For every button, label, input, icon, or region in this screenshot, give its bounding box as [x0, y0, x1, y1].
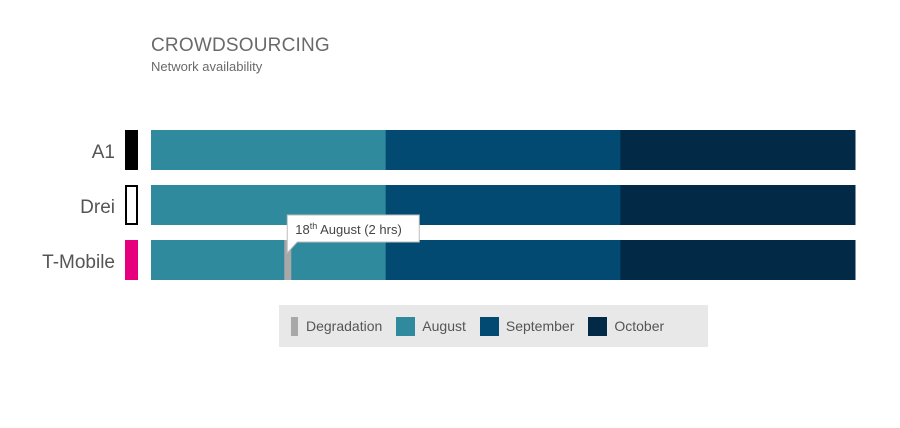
legend-item-august: August: [396, 316, 466, 336]
degradation-callout: [286, 214, 420, 255]
legend-label-october: October: [614, 318, 665, 334]
legend-swatch-degradation: [291, 316, 298, 336]
legend-item-october: October: [588, 316, 665, 336]
legend-swatch-august: [396, 316, 416, 336]
degradation-mark: [284, 240, 292, 280]
legend-swatch-september: [479, 316, 499, 336]
legend-item-september: September: [479, 316, 575, 336]
bar-t-mobile-september: [385, 240, 621, 280]
bar-drei-october: [620, 185, 856, 225]
category-label-t-mobile: T-Mobile: [42, 252, 115, 273]
category-label-drei: Drei: [80, 197, 115, 218]
chart-legend: Degradation August September October: [279, 305, 708, 347]
operator-marker-drei: [125, 185, 138, 225]
bar-t-mobile-august: [151, 240, 387, 280]
bar-a1-october: [620, 130, 856, 170]
legend-label-august: August: [422, 318, 466, 334]
legend-label-september: September: [505, 318, 575, 334]
callout-ordinal-suffix: th: [310, 221, 318, 231]
stacked-bar-chart: A1 Drei T-Mobile 18th August (2 hrs): [42, 130, 856, 280]
bar-drei-september: [385, 185, 621, 225]
degradation-callout-label: 18th August (2 hrs): [295, 221, 402, 237]
legend-item-degradation: Degradation: [291, 316, 383, 336]
legend-swatch-october: [588, 316, 608, 336]
operator-marker-a1: [125, 130, 138, 170]
chart-title: CROWDSOURCING: [151, 35, 330, 56]
operator-marker-t-mobile: [125, 240, 138, 280]
callout-day: 18: [295, 222, 309, 237]
bar-a1-september: [385, 130, 621, 170]
legend-label-degradation: Degradation: [306, 318, 383, 334]
chart-subtitle: Network availability: [151, 59, 263, 74]
bar-t-mobile-october: [620, 240, 856, 280]
category-label-a1: A1: [92, 142, 115, 163]
callout-text: August (2 hrs): [317, 222, 402, 237]
bar-a1-august: [151, 130, 387, 170]
